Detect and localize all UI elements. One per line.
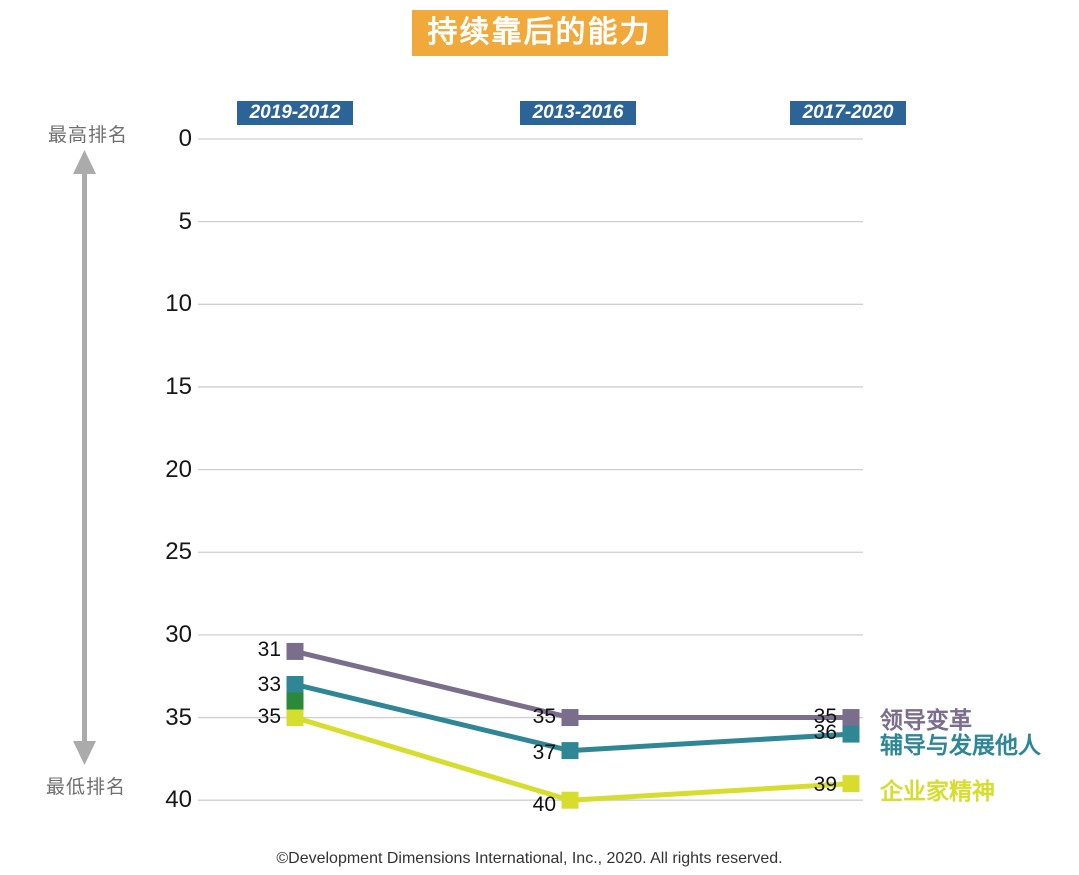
series-marker — [561, 742, 579, 760]
y-tick-label: 40 — [165, 786, 192, 814]
data-label: 35 — [532, 704, 556, 728]
y-tick-label: 20 — [165, 455, 192, 483]
y-tick-label: 15 — [165, 372, 192, 400]
series-marker — [842, 725, 860, 743]
data-label: 36 — [813, 721, 837, 745]
data-label: 39 — [813, 772, 837, 796]
series-marker — [286, 642, 304, 660]
series-marker — [286, 675, 304, 693]
y-tick-label: 0 — [178, 125, 192, 152]
series-marker — [286, 709, 304, 727]
axis-bottom-label: 最低排名 — [46, 777, 127, 798]
legend-label-2: 企业家精神 — [880, 777, 995, 804]
copyright-footer: ©Development Dimensions International, I… — [276, 850, 783, 867]
data-label: 33 — [257, 673, 281, 697]
y-tick-label: 10 — [165, 290, 192, 318]
series-line — [294, 648, 851, 721]
legend-label-0: 领导变革 — [880, 706, 972, 733]
series-marker — [842, 775, 860, 793]
data-label: 31 — [257, 638, 281, 662]
chart-title: 持续靠后的能力 — [411, 10, 668, 56]
data-label: 40 — [532, 793, 556, 817]
y-tick-label: 35 — [165, 703, 192, 731]
axis-top-label: 最高排名 — [48, 125, 129, 146]
y-tick-label: 25 — [165, 538, 192, 566]
period-label-3: 2017-2020 — [790, 101, 906, 125]
series-marker — [842, 709, 860, 727]
series-marker — [561, 791, 579, 809]
y-tick-label: 5 — [178, 207, 192, 235]
data-label: 37 — [532, 740, 556, 764]
y-tick-label: 30 — [165, 620, 192, 648]
series-marker — [561, 709, 579, 727]
data-label: 35 — [257, 704, 281, 728]
double-arrow-icon — [73, 150, 96, 765]
extra-green-marker — [286, 692, 304, 710]
data-label: 35 — [813, 704, 837, 728]
period-label-1: 2019-2012 — [237, 101, 353, 125]
period-label-2: 2013-2016 — [520, 101, 636, 125]
legend-label-1: 辅导与发展他人 — [880, 732, 1041, 759]
